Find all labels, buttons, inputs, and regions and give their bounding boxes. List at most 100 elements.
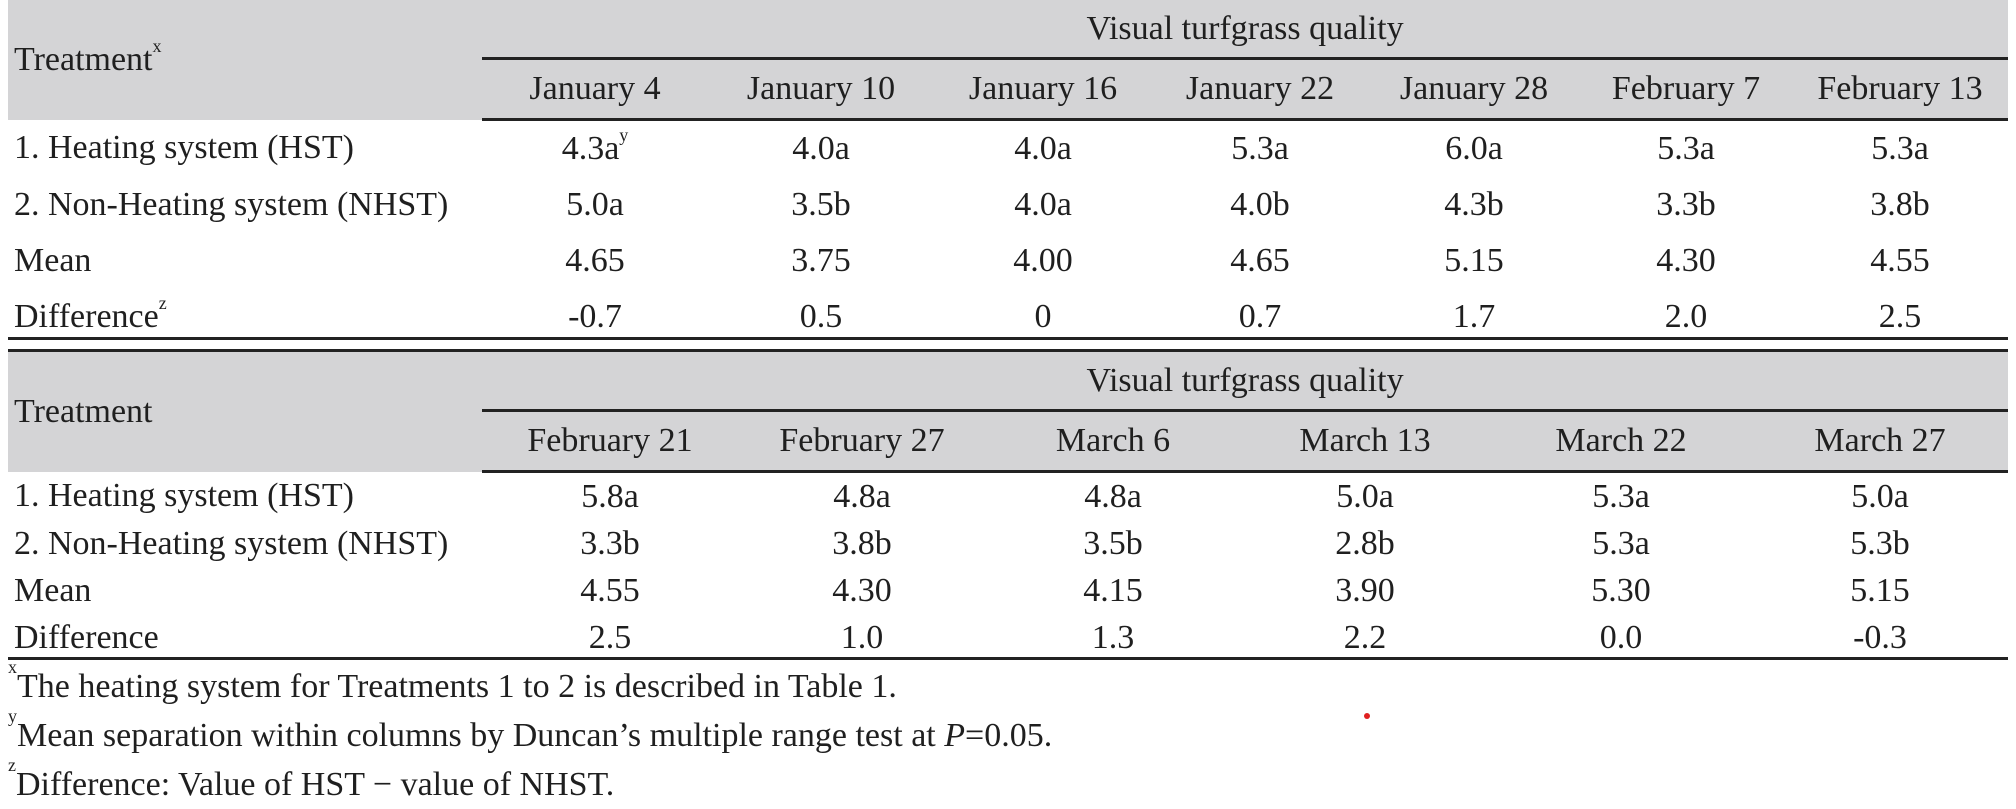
table-cell: 1.0 [840,618,884,656]
table-cell: 4.0a [792,130,850,167]
table-cell: 0 [1034,298,1052,335]
date-header: March 27 [1752,410,2009,473]
table-cell: 4.65 [565,242,625,279]
table-cell: 4.8a [833,477,891,515]
row-label: 2. Non-Heating system (NHST) [14,186,449,223]
date-header: January 22 [1152,58,1368,121]
table-row: Difference 2.5 1.0 1.3 2.2 0.0 -0.3 [8,614,2008,661]
table-cell: 4.00 [1013,242,1073,279]
table-row: 1. Heating system (HST) 5.8a 4.8a 4.8a 5… [8,472,2008,521]
table-cell: 6.0a [1445,130,1503,167]
footnote-marker: x [152,35,162,56]
row-label: Mean [14,242,92,279]
table-row: 2. Non-Heating system (NHST) 3.3b 3.8b 3… [8,520,2008,567]
red-dot-marker [1364,713,1370,719]
table-cell: 4.3ay [561,125,629,167]
table-cell: 5.15 [1444,242,1504,279]
table-cell: 3.8b [1870,186,1930,223]
table-cell: 5.30 [1591,571,1651,609]
table-cell: 2.5 [1878,298,1922,335]
table-cell: 3.3b [1656,186,1716,223]
treatment-header: Treatment [14,392,153,430]
table-cell: 3.8b [832,524,892,562]
footnote-marker: y [619,125,629,145]
table-cell: 5.0a [566,186,624,223]
table-cell: 0.5 [799,298,843,335]
table-row: Differencez -0.7 0.5 0 0.7 1.7 2.0 2.5 [8,289,2008,345]
table-cell: 4.55 [1870,242,1930,279]
header-row: Treatment Visual turfgrass quality [8,352,2009,430]
date-header: March 13 [1240,410,1490,473]
table-cell: 4.15 [1083,571,1143,609]
table-cell: 2.0 [1664,298,1708,335]
group-header: Visual turfgrass quality [482,352,2009,412]
table-cell: 1.7 [1452,298,1496,335]
table-cell: 2.2 [1343,618,1387,656]
table-cell: 5.3a [1657,130,1715,167]
footnote-marker: z [158,293,167,313]
table-bottom-rule [8,657,2008,660]
table-cell: 4.0a [1014,186,1072,223]
table-cell: 3.75 [791,242,851,279]
table-cell: -0.3 [1853,618,1907,656]
table-cell: 3.3b [580,524,640,562]
table-cell: 1.3 [1091,618,1135,656]
quality-table-january-february: Treatmentx Visual turfgrass quality Janu… [8,0,2009,345]
table-cell: 3.5b [791,186,851,223]
date-header: February 7 [1580,58,1792,121]
table-cell: 0.7 [1238,298,1282,335]
footnote-z: zDifference: Value of HST − value of NHS… [8,755,615,803]
row-label: 1. Heating system (HST) [14,476,354,514]
table-cell: 0.0 [1599,618,1643,656]
date-header: February 21 [482,410,738,473]
table-row: 2. Non-Heating system (NHST) 5.0a 3.5b 4… [8,177,2008,233]
table-row: Mean 4.55 4.30 4.15 3.90 5.30 5.15 [8,567,2008,614]
table-cell: 4.0a [1014,130,1072,167]
table-cell: -0.7 [568,298,622,335]
date-header: March 22 [1490,410,1752,473]
footnote-x: xThe heating system for Treatments 1 to … [8,657,897,705]
date-header: January 10 [708,58,934,121]
table-cell: 5.3a [1592,524,1650,562]
table-cell: 4.30 [832,571,892,609]
quality-table-february-march: Treatment Visual turfgrass quality Febru… [8,352,2009,661]
table-cell: 4.65 [1230,242,1290,279]
table-cell: 3.5b [1083,524,1143,562]
table-cell: 5.3a [1592,477,1650,515]
table-cell: 5.0a [1336,477,1394,515]
table-row: Mean 4.65 3.75 4.00 4.65 5.15 4.30 4.55 [8,233,2008,289]
table-cell: 2.8b [1335,524,1395,562]
table-top-rule [8,349,2008,352]
table-cell: 3.90 [1335,571,1395,609]
row-label: Differencez [14,293,167,335]
table-cell: 5.3a [1231,130,1289,167]
table-cell: 4.8a [1084,477,1142,515]
row-label: 1. Heating system (HST) [14,129,354,167]
row-label: Mean [14,571,92,609]
date-header: February 13 [1792,58,2009,121]
table-cell: 5.0a [1851,477,1909,515]
date-header: March 6 [986,410,1240,473]
group-header: Visual turfgrass quality [482,0,2009,60]
table-cell: 5.3a [1871,130,1929,167]
row-label: 2. Non-Heating system (NHST) [14,524,449,562]
row-label: Difference [14,618,159,656]
footnote-y: yMean separation within columns by Dunca… [8,706,1053,754]
date-header: January 16 [934,58,1152,121]
table-row: 1. Heating system (HST) 4.3ay 4.0a 4.0a … [8,120,2008,178]
table-cell: 5.8a [581,477,639,515]
table-cell: 2.5 [588,618,632,656]
header-row: Treatmentx Visual turfgrass quality [8,0,2009,78]
footnotes: xThe heating system for Treatments 1 to … [8,657,1053,809]
table-cell: 4.0b [1230,186,1290,223]
table-bottom-rule [8,337,2008,340]
table-cell: 4.30 [1656,242,1716,279]
date-header: January 28 [1368,58,1580,121]
table-cell: 5.15 [1850,571,1910,609]
table-cell: 4.55 [580,571,640,609]
date-header: February 27 [738,410,986,473]
table-cell: 5.3b [1850,524,1910,562]
treatment-header: Treatmentx [14,35,162,78]
table-cell: 4.3b [1444,186,1504,223]
date-header: January 4 [482,58,708,121]
